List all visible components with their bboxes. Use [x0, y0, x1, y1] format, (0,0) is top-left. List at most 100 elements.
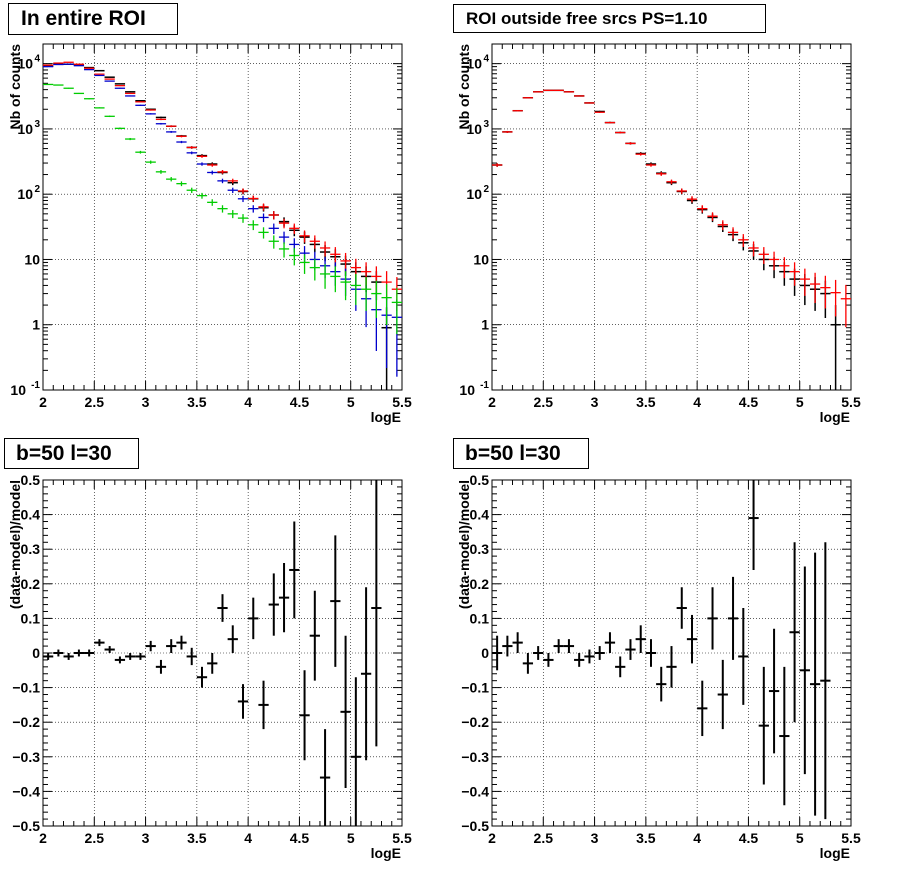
- x-tick-label: 2: [39, 830, 47, 846]
- series-2: [492, 89, 851, 328]
- chart-panel-3: 2 2.5 3 3.5 4 4.5 5 5.5 −0.5 −0.4 −0.3 −0.2 −0.1 0 0.1…: [7, 472, 412, 861]
- y-tick-label: 10: [459, 382, 475, 398]
- x-tick-label: 5.5: [392, 830, 412, 846]
- y-tick-label: 10: [466, 121, 482, 137]
- x-tick-label: 2: [39, 394, 47, 410]
- y-tick-label: 0.1: [21, 610, 41, 626]
- x-tick-label: 4.5: [290, 394, 310, 410]
- y-tick-label: 0.1: [470, 610, 490, 626]
- y-tick-label: 0.2: [21, 576, 41, 592]
- x-tick-label: 3.5: [636, 830, 656, 846]
- y-tick-exponent: 3: [34, 119, 40, 130]
- y-axis-label: (data-model)/model: [7, 480, 23, 609]
- y-tick-label: 0.5: [21, 472, 41, 488]
- grid: [43, 480, 402, 826]
- x-tick-label: 5: [796, 830, 804, 846]
- data-points: [492, 480, 831, 820]
- y-tick-label: −0.3: [12, 749, 40, 765]
- x-tick-label: 2: [488, 394, 496, 410]
- panel-title-4: b=50 l=30: [453, 438, 589, 469]
- x-tick-label: 5: [347, 830, 355, 846]
- y-tick-label: 1: [481, 317, 489, 333]
- x-tick-label: 2.5: [534, 394, 554, 410]
- x-tick-label: 4.5: [739, 830, 759, 846]
- x-tick-label: 2.5: [85, 394, 105, 410]
- y-tick-exponent: 2: [483, 184, 489, 195]
- y-tick-label: 10: [10, 382, 26, 398]
- plot-frame: [491, 43, 852, 391]
- axis-ticks: [491, 43, 852, 391]
- y-tick-exponent: 2: [34, 184, 40, 195]
- y-tick-label: −0.2: [12, 714, 40, 730]
- y-tick-label: 10: [17, 186, 33, 202]
- plot-frame: [42, 43, 403, 391]
- x-tick-label: 5.5: [392, 394, 412, 410]
- x-tick-label: 4.5: [290, 830, 310, 846]
- x-tick-label: 3.5: [187, 830, 207, 846]
- y-tick-exponent: -1: [31, 380, 40, 391]
- y-tick-exponent: 4: [483, 54, 489, 65]
- x-tick-label: 2.5: [85, 830, 105, 846]
- panel-title-2: ROI outside free srcs PS=1.10: [453, 4, 766, 33]
- x-tick-label: 4: [693, 394, 701, 410]
- axis-ticks: [491, 479, 852, 827]
- x-tick-label: 3: [142, 394, 150, 410]
- y-tick-label: 10: [24, 251, 40, 267]
- y-axis-label: (data-model)/model: [456, 480, 472, 609]
- grid: [492, 44, 851, 390]
- data-points: [492, 89, 851, 390]
- y-tick-label: −0.5: [461, 818, 489, 834]
- panel-title-1: In entire ROI: [8, 3, 178, 35]
- x-axis-label: logE: [371, 845, 401, 861]
- y-tick-label: −0.1: [461, 680, 489, 696]
- x-tick-label: 3: [591, 830, 599, 846]
- y-axis-label: Nb of counts: [456, 44, 472, 130]
- y-tick-label: 10: [466, 56, 482, 72]
- y-tick-label: −0.4: [12, 783, 40, 799]
- x-tick-label: 2.5: [534, 830, 554, 846]
- series-1: [43, 62, 392, 390]
- y-tick-label: 1: [32, 317, 40, 333]
- y-tick-label: 0.5: [470, 472, 490, 488]
- axis-ticks: [42, 479, 403, 827]
- data-points: [43, 480, 382, 826]
- y-tick-exponent: -1: [480, 380, 489, 391]
- x-axis-label: logE: [820, 409, 850, 425]
- chart-panel-4: 2 2.5 3 3.5 4 4.5 5 5.5 −0.5 −0.4 −0.3 −0.2 −0.1 0 0.1…: [456, 472, 861, 861]
- y-tick-label: 10: [17, 56, 33, 72]
- x-tick-label: 5.5: [841, 830, 861, 846]
- x-tick-label: 2: [488, 830, 496, 846]
- series-3: [43, 63, 402, 377]
- panel-title-3: b=50 l=30: [4, 438, 139, 469]
- y-tick-label: −0.5: [12, 818, 40, 834]
- plot-frame: [42, 479, 403, 827]
- x-tick-label: 3.5: [187, 394, 207, 410]
- y-tick-label: 0.3: [21, 541, 41, 557]
- x-tick-label: 4: [693, 830, 701, 846]
- x-tick-label: 4.5: [739, 394, 759, 410]
- data-points: [43, 61, 402, 390]
- y-tick-label: −0.3: [461, 749, 489, 765]
- y-tick-label: 10: [17, 121, 33, 137]
- axis-ticks: [42, 43, 403, 391]
- x-tick-label: 3: [142, 830, 150, 846]
- y-tick-label: 0.4: [21, 507, 41, 523]
- x-tick-label: 5: [347, 394, 355, 410]
- x-tick-label: 5.5: [841, 394, 861, 410]
- y-tick-label: 0: [32, 645, 40, 661]
- series-4: [43, 83, 402, 335]
- x-tick-label: 5: [796, 394, 804, 410]
- y-tick-label: 0.4: [470, 507, 490, 523]
- y-tick-label: 0.2: [470, 576, 490, 592]
- x-axis-label: logE: [371, 409, 401, 425]
- y-axis-label: Nb of counts: [7, 44, 23, 130]
- x-tick-label: 3: [591, 394, 599, 410]
- y-tick-exponent: 3: [483, 119, 489, 130]
- x-axis-label: logE: [820, 845, 850, 861]
- y-tick-label: 10: [473, 251, 489, 267]
- grid: [492, 480, 851, 826]
- y-tick-label: −0.1: [12, 680, 40, 696]
